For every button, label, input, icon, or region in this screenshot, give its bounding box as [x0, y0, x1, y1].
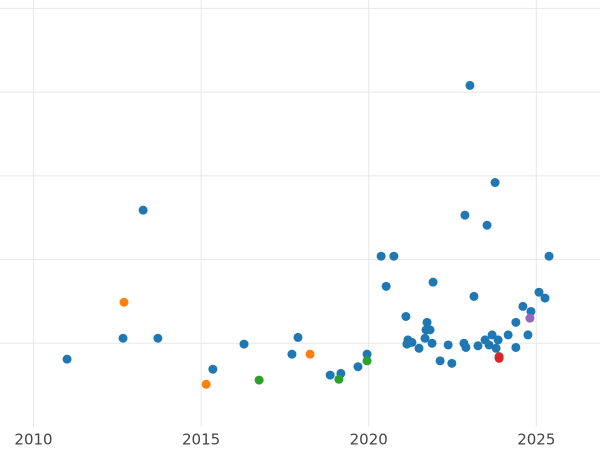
point: [487, 330, 497, 340]
point: [62, 354, 72, 364]
point: [362, 349, 372, 359]
x-tick-label: 2010: [14, 431, 52, 449]
point: [118, 333, 128, 343]
point: [484, 340, 494, 350]
point: [544, 251, 554, 261]
point: [534, 287, 544, 297]
point: [153, 333, 163, 343]
point: [422, 317, 432, 327]
point: [435, 356, 445, 366]
point: [389, 251, 399, 261]
point: [414, 343, 424, 353]
point: [482, 220, 492, 230]
point: [511, 317, 521, 327]
point: [523, 330, 533, 340]
point: [540, 293, 550, 303]
point: [287, 349, 297, 359]
point: [353, 362, 363, 372]
point: [293, 332, 303, 342]
point: [428, 277, 438, 287]
point: [425, 325, 435, 335]
point: [254, 375, 264, 385]
point: [525, 313, 535, 323]
point: [305, 349, 315, 359]
point: [401, 311, 411, 321]
point: [491, 343, 501, 353]
x-tick-label: 2015: [182, 431, 220, 449]
point: [325, 370, 335, 380]
point: [138, 205, 148, 215]
point: [503, 330, 513, 340]
point: [402, 339, 412, 349]
point: [461, 342, 471, 352]
point: [493, 335, 503, 345]
point: [208, 364, 218, 374]
point: [473, 341, 483, 351]
point: [381, 281, 391, 291]
point: [427, 338, 437, 348]
point: [362, 356, 372, 366]
point: [239, 339, 249, 349]
x-tick-label: 2020: [350, 431, 388, 449]
point: [469, 291, 479, 301]
point: [526, 306, 536, 316]
point: [518, 301, 528, 311]
point: [420, 333, 430, 343]
x-tick-label: 2025: [517, 431, 555, 449]
point: [119, 297, 129, 307]
point: [443, 340, 453, 350]
point: [376, 251, 386, 261]
point: [465, 80, 475, 90]
point: [460, 210, 470, 220]
point: [334, 374, 344, 384]
point: [494, 353, 504, 363]
point: [490, 178, 500, 188]
point: [511, 342, 521, 352]
point: [447, 358, 457, 368]
point: [201, 379, 211, 389]
